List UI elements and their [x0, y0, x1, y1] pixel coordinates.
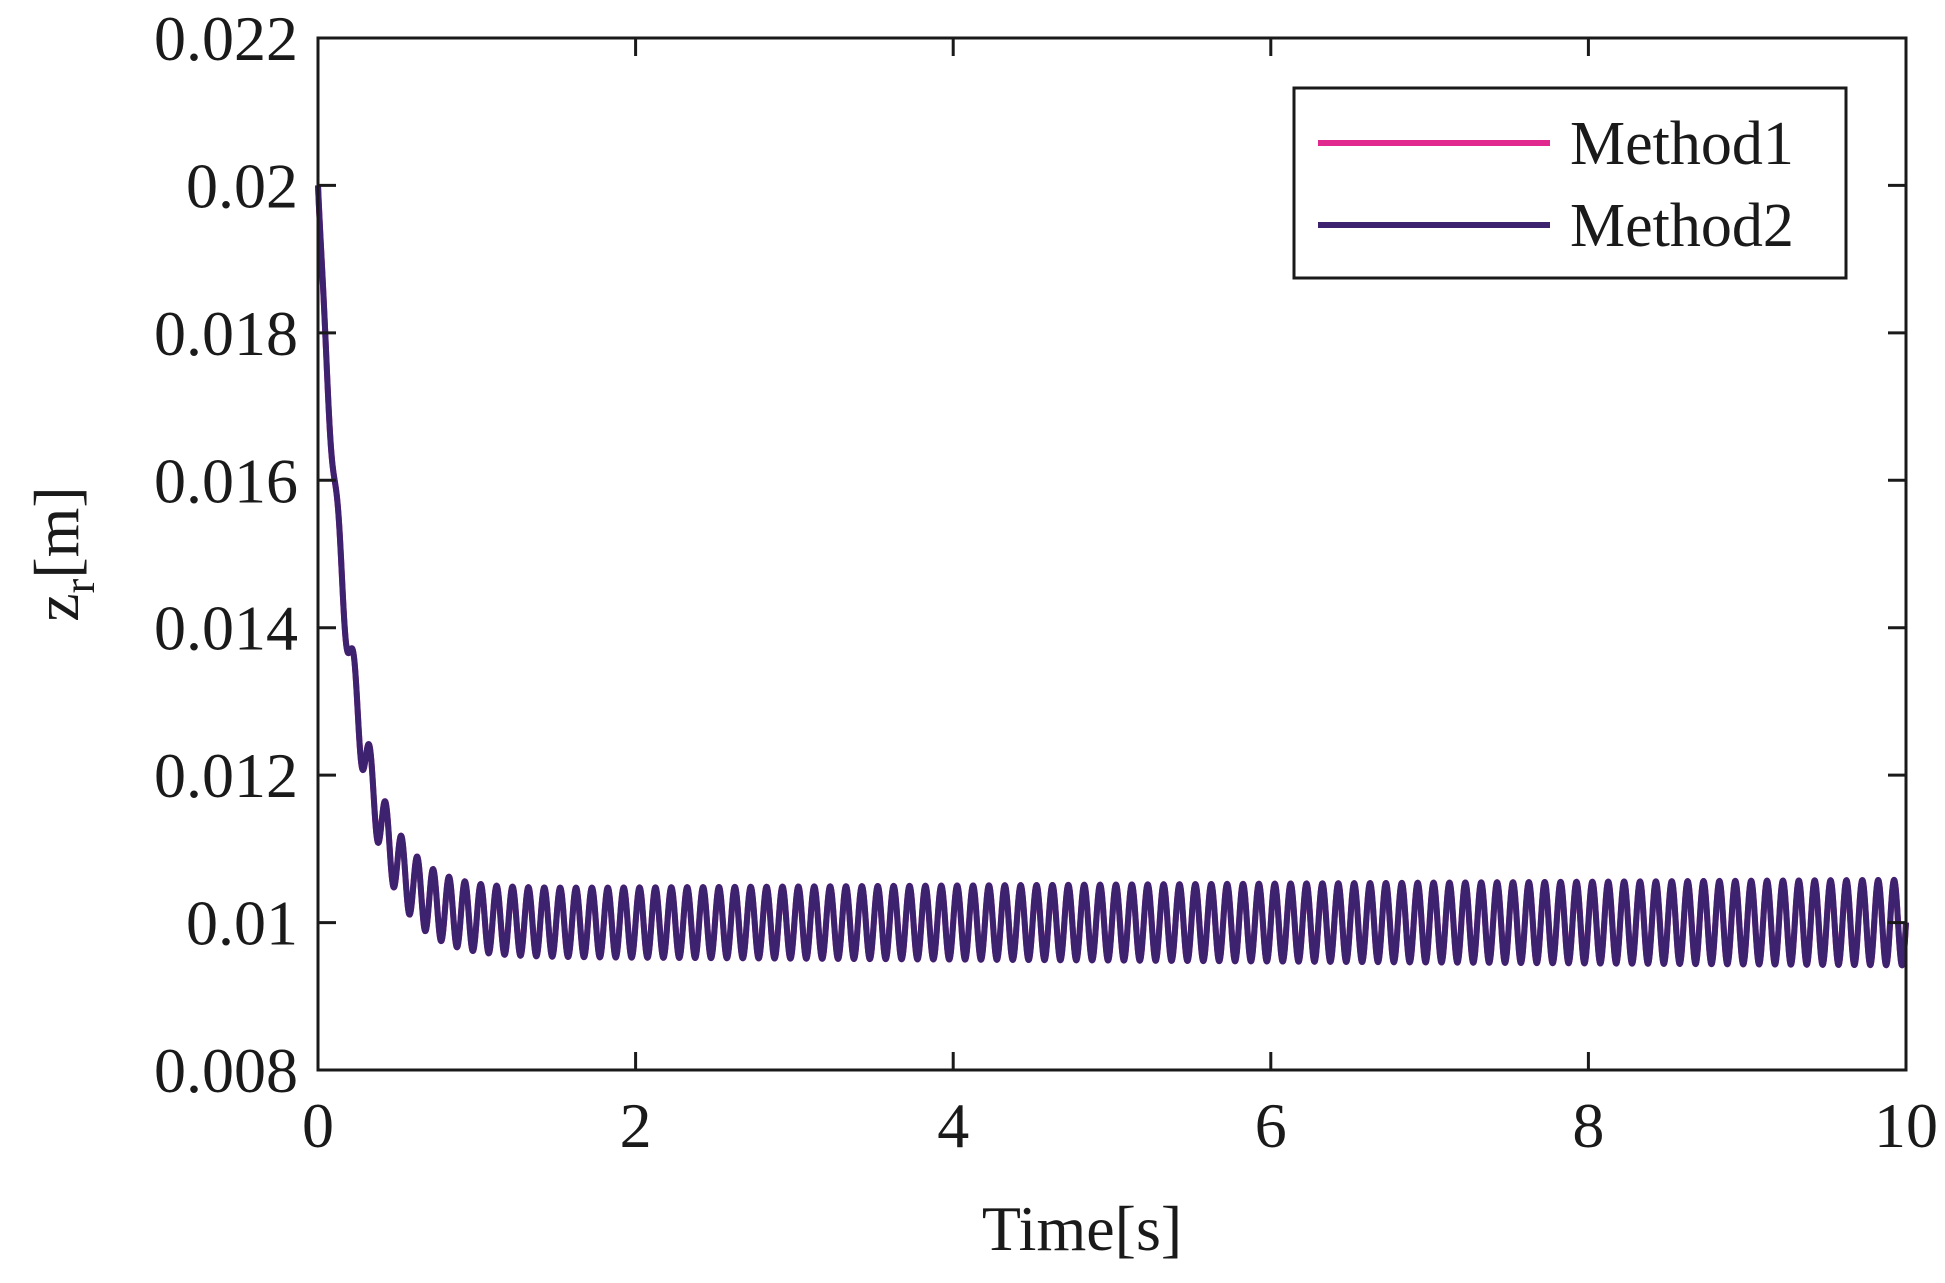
legend-label-method1: Method1: [1570, 110, 1794, 178]
legend-label-method2: Method2: [1570, 192, 1794, 260]
y-tick-label: 0.016: [154, 445, 298, 516]
svg-text:zr[m]: zr[m]: [21, 486, 104, 621]
plot-area: [315, 185, 1909, 969]
x-tick-label: 2: [620, 1090, 652, 1161]
x-tick-label: 0: [302, 1090, 334, 1161]
x-axis-title: Time[s]: [982, 1193, 1182, 1264]
y-axis-title: zr[m]: [21, 486, 104, 621]
series-line-method1: [315, 185, 1909, 969]
y-axis-title-subscript: r: [55, 578, 104, 593]
y-tick-label: 0.018: [154, 298, 298, 369]
y-tick-label: 0.008: [154, 1035, 298, 1106]
y-tick-label: 0.01: [186, 888, 298, 959]
series-line-method2: [315, 185, 1909, 969]
y-axis-title-base: z: [21, 593, 92, 621]
y-tick-label: 0.022: [154, 3, 298, 74]
legend: Method1 Method2: [1292, 86, 1848, 280]
legend-box: [1292, 86, 1848, 280]
x-tick-label: 6: [1255, 1090, 1287, 1161]
axis-ticks: 0 2 4 6 8 10 0.008 0.01 0.012 0.014 0.016 0.018 0.02…: [154, 3, 1938, 1161]
y-tick-label: 0.012: [154, 740, 298, 811]
x-tick-label: 10: [1874, 1090, 1938, 1161]
x-tick-label: 4: [937, 1090, 969, 1161]
x-tick-label: 8: [1572, 1090, 1604, 1161]
y-tick-label: 0.014: [154, 593, 298, 664]
axes-frame: [316, 36, 1908, 1072]
y-axis-title-unit: [m]: [21, 486, 92, 578]
y-tick-label: 0.02: [186, 150, 298, 221]
